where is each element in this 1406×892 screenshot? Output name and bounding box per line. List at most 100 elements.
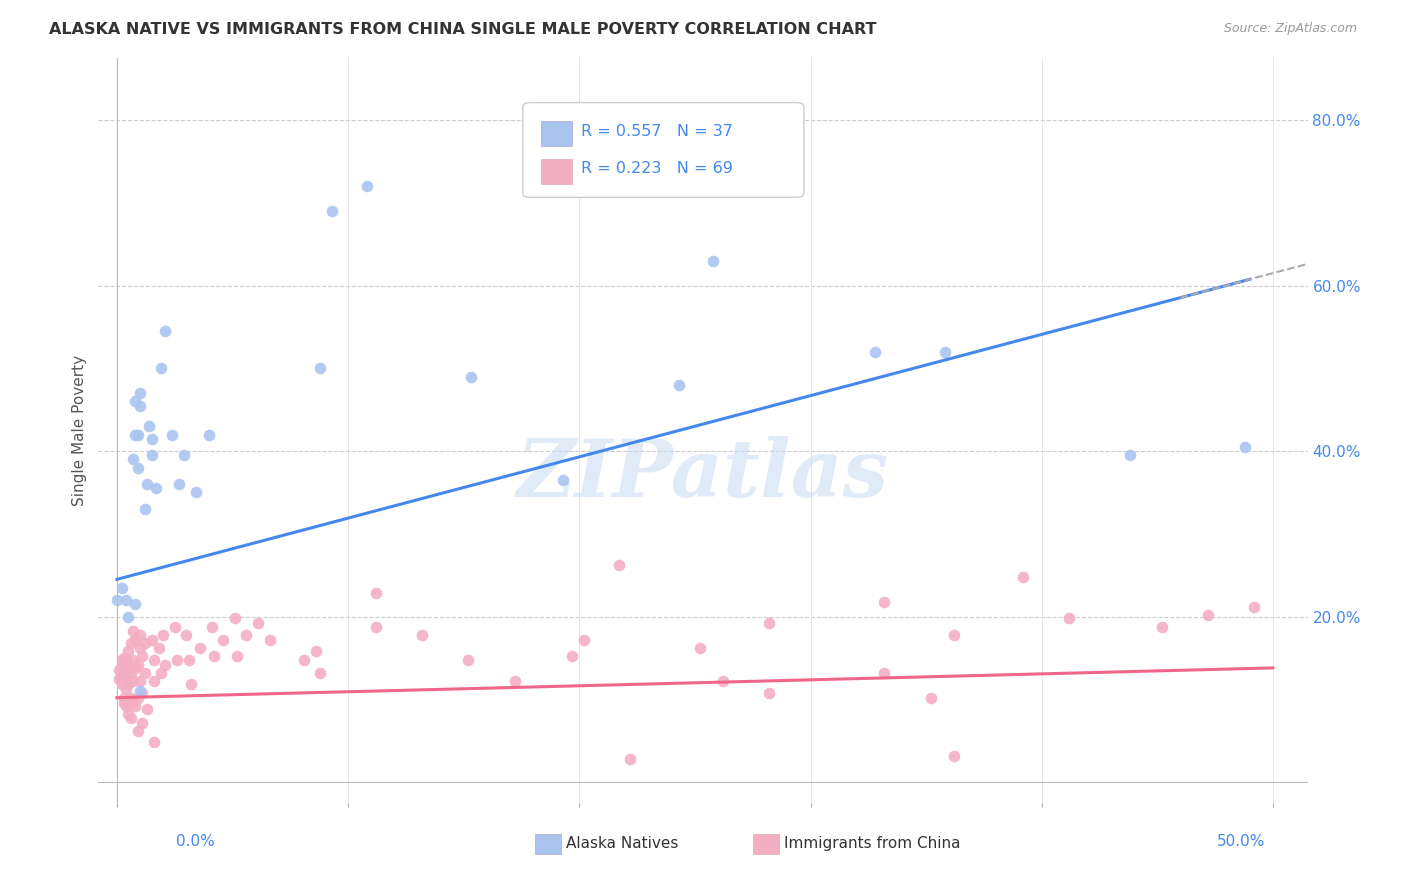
Point bbox=[689, 641, 711, 656]
Point bbox=[127, 460, 149, 475]
Text: Alaska Natives: Alaska Natives bbox=[567, 837, 679, 851]
Point bbox=[112, 651, 135, 665]
Point bbox=[155, 657, 177, 672]
Point bbox=[129, 386, 152, 401]
Point bbox=[553, 473, 575, 487]
Point bbox=[141, 632, 163, 647]
Point bbox=[136, 702, 159, 716]
Point bbox=[138, 419, 160, 434]
Point bbox=[110, 581, 132, 595]
Point bbox=[212, 632, 235, 647]
Point bbox=[122, 694, 145, 708]
Point bbox=[115, 652, 138, 666]
Point bbox=[129, 628, 152, 642]
Point bbox=[155, 324, 177, 338]
Point bbox=[711, 674, 734, 689]
Point bbox=[1012, 570, 1035, 584]
Point bbox=[1243, 599, 1265, 614]
Point bbox=[457, 652, 479, 666]
Point bbox=[411, 628, 433, 642]
Point bbox=[115, 669, 138, 683]
Point bbox=[226, 649, 249, 664]
Point bbox=[127, 723, 149, 738]
Point bbox=[115, 593, 138, 607]
Point bbox=[173, 448, 195, 462]
Point bbox=[321, 204, 343, 219]
Point bbox=[702, 253, 724, 268]
Point bbox=[117, 661, 139, 675]
Point bbox=[115, 698, 138, 713]
Point bbox=[235, 628, 257, 642]
Point bbox=[503, 674, 526, 689]
Point bbox=[110, 652, 132, 666]
Point bbox=[356, 179, 378, 194]
Text: R = 0.557   N = 37: R = 0.557 N = 37 bbox=[581, 124, 733, 138]
Point bbox=[224, 611, 246, 625]
Text: R = 0.223   N = 69: R = 0.223 N = 69 bbox=[581, 161, 733, 177]
Point bbox=[127, 657, 149, 672]
Point bbox=[607, 558, 630, 573]
Point bbox=[115, 682, 138, 697]
Point bbox=[108, 664, 131, 678]
Point bbox=[177, 652, 200, 666]
Point bbox=[145, 481, 167, 495]
Point bbox=[117, 707, 139, 722]
Point bbox=[873, 665, 896, 680]
Text: 0.0%: 0.0% bbox=[176, 834, 215, 849]
Point bbox=[668, 377, 690, 392]
Point bbox=[184, 485, 207, 500]
Point bbox=[131, 686, 153, 700]
Point bbox=[117, 609, 139, 624]
Point bbox=[292, 652, 315, 666]
Point bbox=[117, 677, 139, 691]
Point bbox=[112, 665, 135, 680]
Point bbox=[180, 677, 202, 691]
Text: Source: ZipAtlas.com: Source: ZipAtlas.com bbox=[1223, 22, 1357, 36]
Point bbox=[758, 616, 780, 631]
Point bbox=[149, 361, 172, 376]
Text: ALASKA NATIVE VS IMMIGRANTS FROM CHINA SINGLE MALE POVERTY CORRELATION CHART: ALASKA NATIVE VS IMMIGRANTS FROM CHINA S… bbox=[49, 22, 877, 37]
Point bbox=[188, 641, 211, 656]
Point bbox=[942, 628, 965, 642]
Point bbox=[141, 432, 163, 446]
Point bbox=[124, 698, 146, 713]
Point bbox=[572, 632, 595, 647]
Point bbox=[934, 344, 956, 359]
Point bbox=[120, 690, 142, 705]
Point bbox=[148, 641, 170, 656]
Point bbox=[124, 597, 146, 611]
Point bbox=[1234, 440, 1257, 454]
Point bbox=[246, 616, 269, 631]
Point bbox=[134, 665, 156, 680]
Point bbox=[1118, 448, 1140, 462]
Point bbox=[201, 619, 224, 633]
Point bbox=[873, 595, 896, 609]
Text: ZIPatlas: ZIPatlas bbox=[517, 436, 889, 514]
Point bbox=[169, 477, 191, 491]
Text: Immigrants from China: Immigrants from China bbox=[785, 837, 960, 851]
Point bbox=[364, 619, 387, 633]
Point bbox=[309, 665, 332, 680]
Point bbox=[105, 593, 128, 607]
Point bbox=[124, 427, 146, 442]
Point bbox=[127, 690, 149, 705]
Point bbox=[112, 690, 135, 705]
Point bbox=[129, 684, 152, 698]
Point bbox=[124, 661, 146, 675]
Point bbox=[122, 452, 145, 467]
Point bbox=[162, 427, 184, 442]
Point bbox=[142, 735, 165, 749]
Point bbox=[122, 674, 145, 689]
Point bbox=[124, 394, 146, 409]
Point bbox=[142, 652, 165, 666]
Point bbox=[122, 652, 145, 666]
Point bbox=[920, 690, 942, 705]
Point bbox=[142, 674, 165, 689]
Point bbox=[110, 677, 132, 691]
Text: 50.0%: 50.0% bbox=[1218, 834, 1265, 849]
Y-axis label: Single Male Poverty: Single Male Poverty bbox=[72, 355, 87, 506]
Point bbox=[865, 344, 887, 359]
Point bbox=[561, 649, 583, 664]
Point bbox=[110, 659, 132, 673]
Point bbox=[120, 636, 142, 650]
